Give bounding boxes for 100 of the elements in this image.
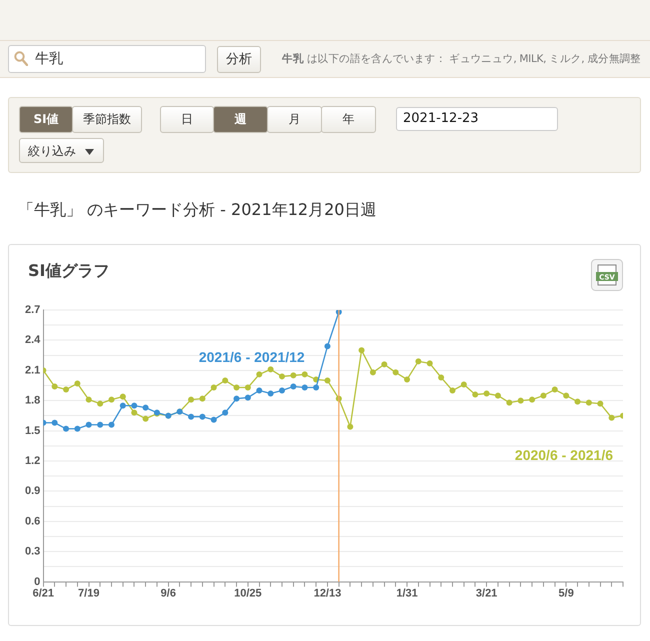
point <box>415 358 422 364</box>
point <box>108 396 114 403</box>
x-tick-label: 7/19 <box>78 587 100 600</box>
point <box>540 392 546 399</box>
point <box>120 394 126 400</box>
point <box>63 426 70 432</box>
text: 月 <box>267 106 322 133</box>
text: は以下の語を含んでいます： ギュウニュウ, MILK, ミルク, 成分無調整 <box>307 52 641 66</box>
x-tick-label: 6/21 <box>32 587 54 600</box>
point <box>302 384 308 391</box>
point <box>278 388 285 394</box>
y-tick-label: 0.6 <box>24 515 40 528</box>
text: 絞り込み <box>19 138 104 163</box>
y-tick-label: 0.3 <box>24 546 40 558</box>
point <box>278 373 285 380</box>
x-tick-label: 1/31 <box>396 587 418 600</box>
text: 週 <box>213 106 268 133</box>
point <box>142 416 149 422</box>
series-label: 2021/6 - 2021/12 <box>198 349 305 365</box>
text: 日 <box>160 106 214 133</box>
point <box>234 396 240 402</box>
y-tick-label: 1.2 <box>24 455 40 468</box>
point <box>244 394 251 401</box>
x-tick-label: 5/9 <box>558 587 574 600</box>
point <box>74 426 80 432</box>
point <box>108 422 114 428</box>
x-tick-label: 10/25 <box>234 587 262 600</box>
text: 季節指数 <box>72 106 142 133</box>
point <box>574 398 581 405</box>
series-label: 2020/6 - 2021/6 <box>514 447 614 463</box>
point <box>63 386 70 393</box>
point <box>324 377 330 384</box>
y-tick-label: 0.9 <box>24 485 40 498</box>
point <box>563 392 570 399</box>
point <box>52 384 58 390</box>
text: 分析 <box>217 46 261 73</box>
y-tick-label: 1.5 <box>24 424 40 437</box>
point <box>460 381 467 388</box>
y-tick-label: 2.4 <box>24 334 42 346</box>
x-tick-label: 3/21 <box>476 587 498 600</box>
point <box>199 414 206 420</box>
point <box>188 396 194 403</box>
point <box>392 369 399 376</box>
point <box>256 371 262 378</box>
point <box>597 400 604 407</box>
point <box>358 347 365 354</box>
point <box>450 388 456 394</box>
point <box>131 402 138 409</box>
point <box>210 384 217 391</box>
point <box>188 414 194 420</box>
point <box>290 384 296 390</box>
point <box>472 392 478 398</box>
point <box>324 343 330 350</box>
point <box>484 390 490 397</box>
point <box>86 396 92 403</box>
point <box>494 392 501 399</box>
point <box>210 416 217 423</box>
point <box>199 396 206 402</box>
point <box>256 388 262 394</box>
point <box>86 422 92 428</box>
point <box>426 360 433 366</box>
point <box>142 404 149 411</box>
y-tick-label: 2.1 <box>24 364 40 376</box>
point <box>131 410 138 416</box>
text: 牛乳 <box>8 45 206 73</box>
point <box>370 369 376 376</box>
x-tick-label: 9/6 <box>160 587 176 600</box>
x-tick-label: 12/13 <box>314 587 342 600</box>
point <box>222 410 228 416</box>
text: 牛乳 <box>282 52 304 66</box>
point <box>381 361 388 368</box>
point <box>268 390 274 397</box>
text: SI値 <box>19 106 73 133</box>
y-tick-label: 2.7 <box>24 304 40 316</box>
point <box>74 380 80 386</box>
text: 年 <box>321 106 376 133</box>
point <box>302 371 308 378</box>
point <box>586 400 592 406</box>
y-tick-label: 1.8 <box>24 394 40 407</box>
point <box>52 420 58 426</box>
point <box>404 376 410 382</box>
point <box>506 400 512 406</box>
point <box>290 372 296 378</box>
y-tick-label: 0 <box>34 576 40 588</box>
point <box>608 414 615 421</box>
point <box>222 377 228 384</box>
point <box>97 422 104 428</box>
point <box>438 374 444 380</box>
chart-subtitle: SI値グラフ <box>28 261 110 282</box>
point <box>234 384 240 391</box>
point <box>313 384 320 391</box>
point <box>529 396 536 403</box>
point <box>120 402 126 409</box>
point <box>518 398 524 404</box>
point <box>97 400 104 407</box>
point <box>347 424 354 430</box>
point <box>552 386 558 393</box>
point <box>268 366 274 372</box>
point <box>244 384 251 391</box>
text: 2021-12-23 <box>396 107 558 131</box>
